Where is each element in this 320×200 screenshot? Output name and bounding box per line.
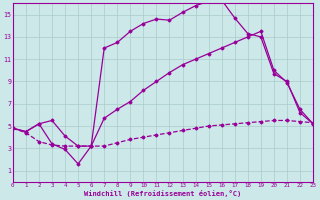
X-axis label: Windchill (Refroidissement éolien,°C): Windchill (Refroidissement éolien,°C) (84, 190, 242, 197)
